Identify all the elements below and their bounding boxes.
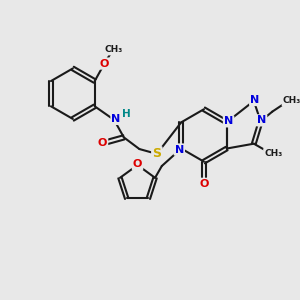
Text: N: N xyxy=(175,145,184,154)
Text: O: O xyxy=(100,58,109,69)
Text: CH₃: CH₃ xyxy=(283,97,300,106)
Text: O: O xyxy=(98,138,107,148)
Text: O: O xyxy=(199,179,208,189)
Text: O: O xyxy=(133,159,142,169)
Text: N: N xyxy=(111,114,121,124)
Text: H: H xyxy=(122,109,131,119)
Text: N: N xyxy=(250,95,260,105)
Text: S: S xyxy=(152,147,161,161)
Text: N: N xyxy=(257,116,266,125)
Text: CH₃: CH₃ xyxy=(264,149,282,158)
Text: CH₃: CH₃ xyxy=(104,46,122,55)
Text: N: N xyxy=(224,116,233,126)
